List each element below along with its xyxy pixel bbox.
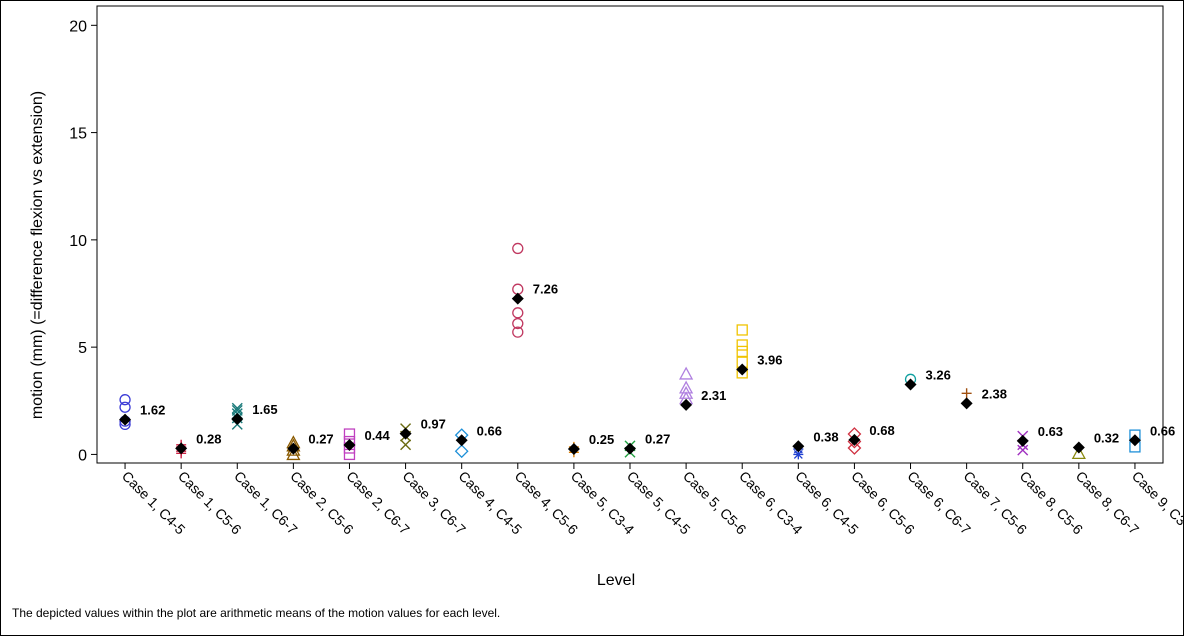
mean-label: 0.32 — [1094, 431, 1119, 446]
data-point — [736, 324, 748, 336]
mean-marker — [848, 433, 861, 446]
mean-marker — [960, 397, 973, 410]
mean-label: 0.68 — [869, 423, 894, 438]
mean-marker — [231, 413, 244, 426]
data-point — [512, 242, 524, 255]
mean-marker — [287, 442, 300, 455]
data-point — [343, 428, 356, 440]
mean-label: 2.31 — [701, 388, 726, 403]
mean-label: 0.28 — [196, 431, 221, 446]
mean-marker — [1016, 434, 1029, 447]
mean-marker — [792, 440, 805, 453]
data-point — [512, 307, 524, 319]
mean-marker — [343, 438, 356, 451]
mean-label: 0.63 — [1038, 424, 1063, 439]
y-tick-label: 15 — [69, 126, 87, 143]
mean-marker — [455, 434, 468, 447]
data-point — [286, 447, 301, 461]
mean-marker — [904, 378, 917, 391]
data-point — [679, 366, 694, 380]
data-point — [793, 449, 804, 460]
mean-marker — [119, 413, 132, 426]
data-point — [400, 439, 412, 451]
data-point — [512, 326, 524, 338]
mean-label: 0.38 — [813, 429, 838, 444]
data-point — [847, 441, 862, 455]
data-marks — [119, 242, 1141, 461]
y-tick-label: 10 — [69, 233, 87, 250]
mean-label: 0.27 — [308, 432, 333, 447]
mean-label: 1.65 — [252, 402, 277, 417]
mean-label: 0.66 — [477, 423, 502, 438]
x-axis-label: Level — [597, 572, 635, 589]
mean-label: 3.26 — [926, 367, 951, 382]
mean-marker — [1128, 434, 1141, 447]
y-tick-label: 0 — [78, 447, 87, 464]
data-point — [119, 401, 131, 413]
mean-marker — [1072, 441, 1085, 454]
mean-label: 2.38 — [982, 386, 1007, 401]
data-point — [512, 317, 524, 330]
data-point — [1071, 445, 1086, 459]
mean-marker — [511, 292, 524, 305]
data-point — [961, 388, 972, 399]
data-point — [736, 345, 748, 358]
mean-marker — [680, 398, 693, 411]
data-point — [231, 402, 243, 414]
mean-marker — [624, 442, 636, 455]
mean-marker — [736, 363, 749, 376]
y-axis-label: motion (mm) (=difference flexion vs exte… — [29, 91, 46, 419]
data-point — [1017, 444, 1029, 456]
mean-marker — [567, 443, 580, 456]
mean-marker — [175, 442, 188, 455]
mean-label: 1.62 — [140, 403, 165, 418]
mean-label: 0.66 — [1150, 423, 1175, 438]
mean-label: 0.97 — [421, 417, 446, 432]
chart-labels: 1.62 0.28 1.65 0.27 0.44 0.97 0.66 7.26 0.25 0.27… — [140, 282, 1175, 447]
mean-label: 3.96 — [757, 352, 782, 367]
mean-label: 7.26 — [533, 282, 558, 297]
data-point — [454, 444, 469, 459]
mean-label: 0.25 — [589, 432, 614, 447]
figure-caption: The depicted values within the plot are … — [12, 606, 501, 620]
data-point — [119, 394, 131, 406]
mean-marker — [399, 427, 412, 440]
mean-label: 0.44 — [364, 428, 390, 443]
mean-label: 0.27 — [645, 432, 670, 447]
y-tick-label: 20 — [69, 18, 87, 35]
data-point — [231, 404, 243, 416]
data-point — [736, 339, 748, 351]
data-point — [679, 380, 694, 394]
y-tick-label: 5 — [78, 340, 87, 357]
